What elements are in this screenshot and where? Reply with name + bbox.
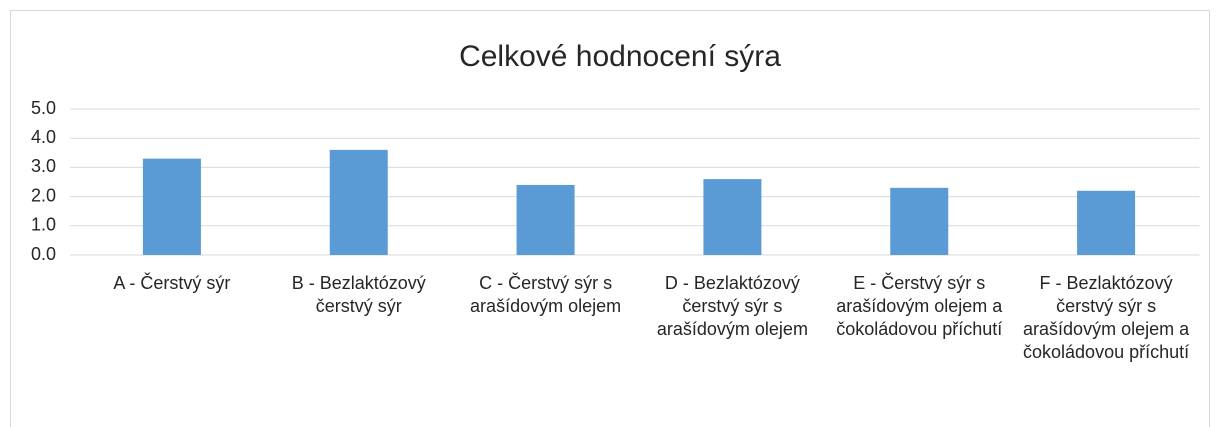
x-tick-label: D - Bezlaktózový čerstvý sýr s arašídový… (656, 273, 808, 339)
x-tick-label: E - Čerstvý sýr s arašídovým olejem a čo… (836, 273, 1003, 339)
y-tick-label: 4.0 (31, 127, 56, 147)
y-tick-label: 3.0 (31, 156, 56, 176)
bar (329, 149, 388, 255)
bar (516, 184, 575, 255)
bar (1077, 190, 1136, 255)
y-tick-label: 0.0 (31, 244, 56, 264)
chart-border (10, 10, 1210, 427)
y-tick-label: 2.0 (31, 185, 56, 205)
x-tick-label: A - Čerstvý sýr (113, 273, 231, 293)
x-tick-label: C - Čerstvý sýr s arašídovým olejem (470, 273, 622, 316)
bar (890, 187, 949, 255)
bar (703, 179, 762, 255)
chart-title: Celkové hodnocení sýra (459, 40, 781, 73)
x-tick-label: F - Bezlaktózový čerstvý sýr s arašídový… (1023, 273, 1190, 362)
y-tick-label: 1.0 (31, 215, 56, 235)
y-tick-label: 5.0 (31, 98, 56, 118)
x-tick-label: B - Bezlaktózový čerstvý sýr (291, 273, 426, 316)
bar (142, 158, 201, 255)
